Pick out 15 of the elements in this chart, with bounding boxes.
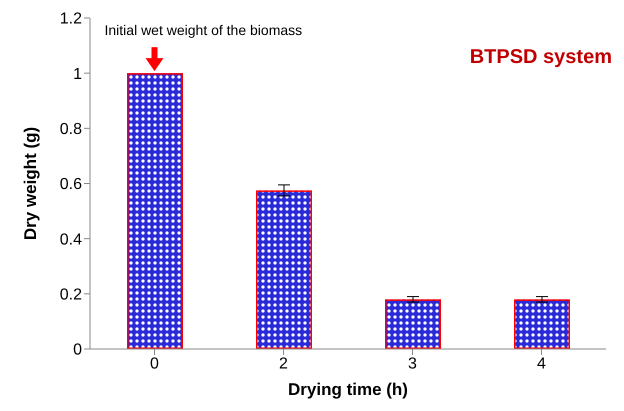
x-tick-label: 0 — [150, 355, 160, 372]
y-tick-label: 0 — [73, 342, 82, 359]
annotation: Initial wet weight of the biomass — [104, 22, 302, 38]
y-tick-label: 1.2 — [60, 10, 82, 28]
x-axis-title: Drying time (h) — [288, 380, 408, 399]
annotation: BTPSD system — [470, 46, 612, 69]
y-axis-title: Dry weight (g) — [21, 126, 40, 240]
y-tick-label: 0.8 — [60, 121, 82, 138]
y-tick-label: 0.2 — [60, 286, 82, 304]
y-tick-label: 0.6 — [60, 176, 82, 194]
y-tick-label: 0.4 — [60, 231, 82, 248]
x-tick-label: 4 — [537, 355, 546, 372]
x-tick-label: 3 — [408, 355, 418, 372]
x-tick-label: 2 — [279, 355, 288, 372]
y-tick-label: 1 — [73, 66, 82, 83]
